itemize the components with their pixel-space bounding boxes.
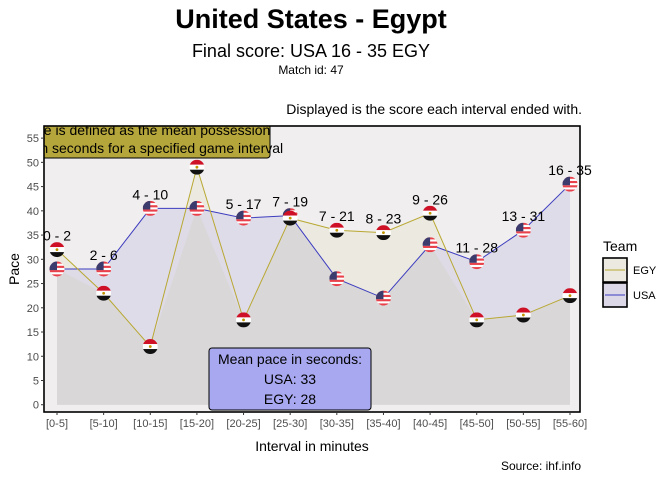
mean-line: USA: 33 <box>264 371 316 387</box>
usa-point <box>375 290 391 306</box>
usa-point <box>329 271 345 287</box>
x-tick-label: [0-5] <box>46 418 68 430</box>
usa-line <box>57 183 571 299</box>
note-line: time in seconds for a specified game int… <box>7 140 283 156</box>
score-label: 7 - 19 <box>272 194 308 210</box>
usa-point <box>515 222 531 238</box>
y-tick-label: 35 <box>27 230 39 242</box>
panel-border <box>43 125 581 413</box>
y-tick-label: 15 <box>27 327 39 339</box>
score-label: 5 - 17 <box>226 196 262 212</box>
chart-caption: Displayed is the score each interval end… <box>286 101 582 117</box>
plot-area <box>56 165 571 405</box>
egy-point <box>375 225 391 241</box>
y-tick-label: 30 <box>27 254 39 266</box>
x-axis-label: Interval in minutes <box>255 438 369 454</box>
usa-point <box>49 261 65 277</box>
y-tick-label: 45 <box>27 182 39 194</box>
x-tick-label: [25-30] <box>273 418 307 430</box>
score-label: 4 - 10 <box>132 186 168 202</box>
y-tick-label: 20 <box>27 303 39 315</box>
score-label: 13 - 31 <box>502 208 546 224</box>
x-tick-label: [15-20] <box>180 418 214 430</box>
score-label: 0 - 2 <box>43 228 71 244</box>
usa-point <box>189 200 205 216</box>
mean-line: Mean pace in seconds: <box>218 351 362 367</box>
egy-point <box>49 242 65 258</box>
x-tick-label: [10-15] <box>133 418 167 430</box>
x-tick-label: [55-60] <box>553 418 587 430</box>
legend-label: EGY <box>633 265 657 277</box>
y-tick-label: 40 <box>27 206 39 218</box>
x-tick-label: [40-45] <box>413 418 447 430</box>
usa-point <box>469 254 485 270</box>
chart-source: Source: ihf.info <box>500 459 581 473</box>
x-tick-label: [5-10] <box>90 418 118 430</box>
egy-point <box>142 339 158 355</box>
usa-point <box>142 200 158 216</box>
note-line: Pace is defined as the mean possession <box>20 122 271 138</box>
mean-box <box>208 347 372 411</box>
egy-point <box>515 307 531 323</box>
score-label: 16 - 35 <box>548 162 592 178</box>
chart-title: United States - Egypt <box>175 4 447 34</box>
y-axis-label: Pace <box>6 253 22 285</box>
legend-label: USA <box>633 290 656 302</box>
usa-point <box>96 261 112 277</box>
chart-subtitle: Final score: USA 16 - 35 EGY <box>191 41 431 61</box>
y-tick-label: 5 <box>33 375 39 387</box>
mean-line: EGY: 28 <box>264 391 316 407</box>
usa-point <box>422 237 438 253</box>
x-tick-label: [50-55] <box>506 418 540 430</box>
x-tick-label: [45-50] <box>460 418 494 430</box>
egy-point <box>469 312 485 328</box>
y-tick-label: 55 <box>27 133 39 145</box>
score-label: 2 - 6 <box>90 247 118 263</box>
note-box-bg <box>44 126 271 159</box>
egy-point <box>329 222 345 238</box>
usa-point <box>236 210 252 226</box>
egy-point <box>236 312 252 328</box>
x-tick-label: [20-25] <box>226 418 260 430</box>
legend-title: Team <box>603 238 637 254</box>
egy-point <box>422 205 438 221</box>
y-tick-label: 0 <box>33 400 39 412</box>
score-label: 8 - 23 <box>366 211 402 227</box>
egy-point <box>562 288 578 304</box>
usa-point <box>562 176 578 192</box>
x-tick-label: [30-35] <box>320 418 354 430</box>
legend: Team EGY USA <box>602 238 657 308</box>
match-id: Match id: 47 <box>278 63 344 77</box>
y-tick-label: 25 <box>27 279 39 291</box>
score-label: 11 - 28 <box>455 240 498 256</box>
x-tick-label: [35-40] <box>366 418 400 430</box>
note-box: Pace is defined as the mean possession ti… <box>7 122 283 159</box>
egy-point <box>96 285 112 301</box>
y-tick-label: 10 <box>27 351 39 363</box>
score-label: 7 - 21 <box>319 208 355 224</box>
shared-area <box>57 208 570 405</box>
score-label: 9 - 26 <box>412 191 448 207</box>
egy-point <box>189 159 205 175</box>
egy-point <box>282 210 298 226</box>
y-tick-label: 50 <box>27 157 39 169</box>
egy-line <box>56 165 571 348</box>
